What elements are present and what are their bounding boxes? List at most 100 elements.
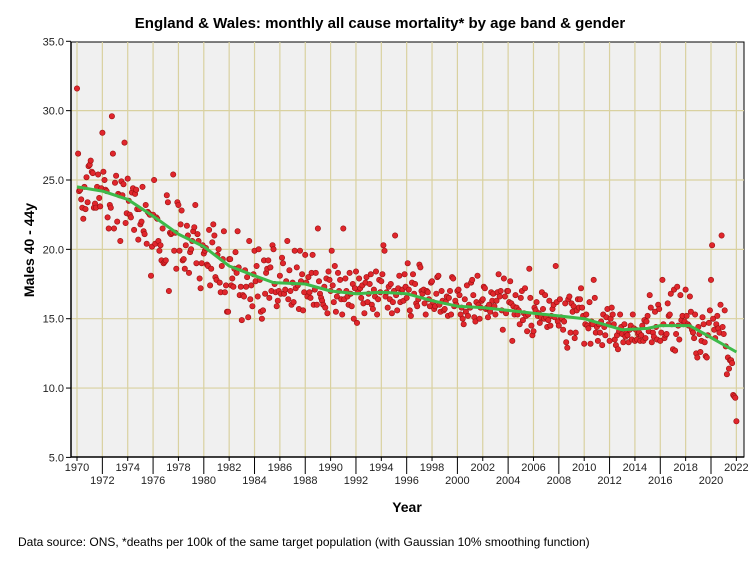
data-point — [114, 218, 121, 225]
data-point — [315, 278, 322, 285]
data-point — [255, 246, 262, 253]
data-point — [691, 335, 698, 342]
x-tick-label: 2014 — [623, 462, 647, 474]
data-point — [97, 203, 104, 210]
data-point — [428, 278, 435, 285]
x-axis: 1970 1974 1978 1982 1986 1990 1994 1998 2002 2006… — [65, 457, 749, 487]
data-point — [700, 321, 707, 328]
data-point — [703, 354, 710, 361]
data-point — [83, 174, 90, 181]
data-point — [80, 215, 87, 222]
y-tick-label: 30.0 — [43, 106, 64, 118]
data-point — [339, 311, 346, 318]
data-point — [270, 246, 277, 253]
data-point — [673, 330, 680, 337]
y-tick-label: 10.0 — [43, 383, 64, 395]
data-point — [493, 297, 500, 304]
data-point — [697, 348, 704, 355]
data-point — [325, 268, 332, 275]
data-point — [262, 290, 269, 297]
data-point — [206, 226, 213, 233]
data-point — [561, 318, 568, 325]
data-point — [560, 326, 567, 333]
data-point — [248, 282, 255, 289]
x-tick-label: 2016 — [648, 475, 672, 487]
data-point — [367, 271, 374, 278]
data-point — [450, 275, 457, 282]
data-point — [279, 260, 286, 267]
data-point — [188, 246, 195, 253]
data-point — [656, 305, 663, 312]
data-point — [647, 304, 654, 311]
data-point — [421, 300, 428, 307]
x-tick-label: 2002 — [471, 462, 495, 474]
data-point — [585, 325, 592, 332]
data-point — [107, 204, 114, 211]
data-point — [322, 304, 329, 311]
data-point — [220, 228, 227, 235]
data-point — [151, 177, 158, 184]
data-point — [273, 303, 280, 310]
data-point — [197, 285, 204, 292]
data-point — [196, 275, 203, 282]
data-point — [374, 311, 381, 318]
x-tick-label: 2018 — [673, 462, 697, 474]
data-point — [342, 275, 349, 282]
data-point — [663, 330, 670, 337]
data-point — [707, 276, 714, 283]
data-point — [249, 303, 256, 310]
x-tick-label: 2010 — [572, 462, 596, 474]
x-tick-label: 1978 — [166, 462, 190, 474]
data-point — [555, 322, 562, 329]
data-point — [198, 260, 205, 267]
data-point — [211, 232, 218, 239]
data-point — [717, 301, 724, 308]
data-point — [291, 247, 298, 254]
data-point — [171, 247, 178, 254]
data-point — [586, 299, 593, 306]
data-point — [676, 336, 683, 343]
data-point — [87, 157, 94, 164]
data-point — [363, 274, 370, 281]
data-point — [333, 293, 340, 300]
data-point — [312, 269, 319, 276]
data-point — [556, 296, 563, 303]
data-point — [282, 286, 289, 293]
data-point — [241, 293, 248, 300]
data-point — [501, 293, 508, 300]
y-tick-label: 25.0 — [43, 175, 64, 187]
data-point — [659, 276, 666, 283]
data-point — [459, 315, 466, 322]
data-point — [117, 238, 124, 245]
data-point — [732, 394, 739, 401]
data-point — [401, 271, 408, 278]
data-point — [533, 299, 540, 306]
data-point — [293, 264, 300, 271]
data-point — [229, 275, 236, 282]
data-point — [348, 303, 355, 310]
data-point — [108, 113, 115, 120]
data-point — [476, 315, 483, 322]
data-point — [564, 344, 571, 351]
data-point — [286, 267, 293, 274]
y-tick-label: 20.0 — [43, 244, 64, 256]
data-point — [524, 328, 531, 335]
x-tick-label: 2008 — [547, 475, 571, 487]
data-point — [463, 282, 470, 289]
chart-title: England & Wales: monthly all cause morta… — [135, 15, 626, 32]
data-point — [719, 323, 726, 330]
data-point — [191, 224, 198, 231]
x-tick-label: 1980 — [192, 475, 216, 487]
data-point — [455, 286, 462, 293]
data-point — [404, 260, 411, 267]
data-point — [527, 294, 534, 301]
data-point — [412, 280, 419, 287]
data-point — [614, 346, 621, 353]
data-point — [394, 307, 401, 314]
data-point — [692, 311, 699, 318]
data-point — [536, 319, 543, 326]
data-point — [183, 222, 190, 229]
data-point — [112, 179, 119, 186]
data-point — [577, 285, 584, 292]
